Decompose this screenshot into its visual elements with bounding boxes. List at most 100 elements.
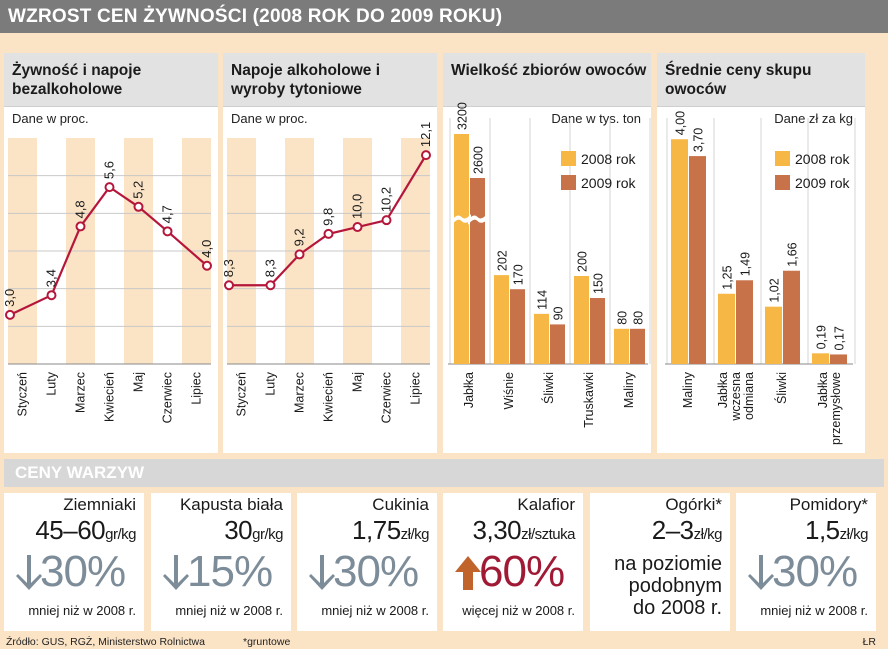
data-label: 90 [552, 306, 566, 320]
data-label: 10,2 [379, 187, 394, 212]
data-label: 4,7 [160, 205, 175, 223]
change-percent: 30% [40, 547, 126, 596]
tick-label: Czerwiec [161, 372, 175, 423]
legend-swatch [561, 151, 576, 166]
price-value: 30 [224, 515, 253, 545]
tick-label: Czerwiec [380, 372, 394, 423]
tick-label: Luty [264, 371, 278, 395]
price-value: 3,30 [472, 515, 522, 545]
data-label: 0,19 [815, 325, 829, 349]
data-label: 1,25 [721, 265, 735, 289]
panel-prices: Średnie ceny skupu owoców Dane zł za kg … [657, 53, 865, 453]
arrow-down-icon [748, 555, 774, 590]
tick-label: Jabłka [816, 372, 830, 408]
vegetable-card: Pomidory* 1,5zł/kg 30% mniej niż w 2008 r… [736, 493, 876, 631]
vegetable-card: Kapusta biała 30gr/kg 15% mniej niż w 200… [151, 493, 291, 631]
legend-label: 2008 rok [795, 151, 850, 167]
bar [736, 280, 753, 364]
panel-title-bar: Wielkość zbiorów owoców [443, 53, 651, 107]
data-label: 80 [616, 311, 630, 325]
panel-title-bar: Żywność i napoje bezalkoholowe [4, 53, 218, 107]
data-point [294, 249, 305, 260]
price-value: 1,75 [352, 515, 401, 545]
bar [454, 134, 469, 364]
vegetable-price: 1,75zł/kg [352, 515, 429, 546]
vegetable-card: Kalafior 3,30zł/sztuka 60% więcej niż w 2… [443, 493, 583, 631]
price-unit: zł/kg [839, 526, 869, 543]
data-point [162, 226, 173, 237]
tick-label: Maj [132, 372, 146, 392]
vegetable-name: Cukinia [372, 495, 429, 514]
bar [671, 139, 688, 364]
tick-label: wczesna [729, 372, 743, 422]
data-label: 8,3 [221, 259, 236, 277]
change-note: mniej niż w 2008 r. [760, 603, 868, 618]
change-line: podobnym [628, 575, 722, 597]
tick-label: Maj [351, 372, 365, 392]
bar [510, 289, 525, 364]
data-label: 3200 [456, 102, 470, 130]
legend-label: 2009 rok [795, 175, 850, 191]
change-percent: 30% [333, 547, 419, 596]
page-title: WZROST CEN ŻYWNOŚCI (2008 ROK DO 2009 RO… [8, 6, 503, 27]
vegetable-card: Ogórki* 2–3zł/kg na poziomie podobnym do… [590, 493, 730, 631]
tick-label: Wiśnie [502, 372, 516, 410]
bar [494, 275, 509, 364]
vegetable-price: 3,30zł/sztuka [472, 515, 576, 546]
tick-label: Truskawki [582, 372, 596, 428]
data-point [224, 280, 234, 291]
source-note: Źródło: GUS, RGŻ, Ministerstwo Rolnictwa [6, 636, 205, 648]
line-chart: 8,3 8,3 9,2 9,8 10,0 10,2 12,1 Styczeń Luty Marze… [221, 122, 433, 424]
price-value: 45–60 [35, 515, 106, 545]
change-note: mniej niż w 2008 r. [321, 603, 429, 618]
panel-harvest: Wielkość zbiorów owoców Dane w tys. ton … [443, 53, 651, 453]
data-point [352, 222, 363, 233]
data-label: 4,00 [674, 111, 688, 135]
price-unit: gr/kg [105, 526, 136, 543]
data-point [133, 201, 144, 212]
price-value: 2–3 [651, 515, 694, 545]
credit: ŁR [862, 636, 876, 648]
data-point [75, 221, 86, 232]
panel-title-bar: Napoje alkoholowe i wyroby tytoniowe [223, 53, 437, 107]
data-label: 5,6 [102, 161, 117, 179]
tick-label: Maliny [681, 371, 695, 408]
vegetable-name: Kapusta biała [179, 495, 283, 514]
panel-title: Średnie ceny skupu owoców [665, 62, 812, 98]
tick-label: przemysłowe [829, 372, 843, 445]
panel-alcohol: Napoje alkoholowe i wyroby tytoniowe Dan… [221, 53, 437, 453]
tick-label: Jabłka [462, 372, 476, 408]
tick-label: Marzec [293, 372, 307, 413]
unit-label: Dane zł za kg [774, 111, 853, 126]
vegetable-card: Ziemniaki 45–60gr/kg 30% mniej niż w 2008… [4, 493, 144, 631]
data-label: 9,8 [321, 208, 336, 226]
arrow-down-icon [16, 555, 42, 590]
bar [783, 270, 800, 364]
data-label: 10,0 [350, 194, 365, 219]
unit-label: Dane w proc. [231, 111, 308, 126]
line-chart: 3,0 3,4 4,8 5,6 5,2 4,7 4,0 Styczeń Luty Marzec Kw… [2, 138, 214, 423]
legend-swatch [561, 175, 576, 190]
data-label: 3,0 [2, 289, 17, 307]
tick-label: Lipiec [190, 372, 204, 405]
arrow-down-icon [309, 555, 335, 590]
vegetable-name: Pomidory* [789, 495, 868, 514]
axis-break [468, 214, 487, 225]
tick-label: Luty [45, 371, 59, 395]
vegetable-price: 1,5zł/kg [805, 515, 869, 546]
data-label: 2600 [472, 146, 486, 174]
bar [812, 353, 829, 364]
vegetables-section-title: CENY WARZYW [4, 459, 884, 487]
tick-label: Styczeń [16, 372, 30, 417]
data-point [323, 228, 334, 239]
tick-label: Maliny [622, 371, 636, 408]
tick-label: Lipiec [409, 372, 423, 405]
price-value: 1,5 [805, 515, 840, 545]
data-label: 80 [632, 311, 646, 325]
panel-title: Żywność i napoje bezalkoholowe [12, 62, 142, 98]
data-label: 202 [496, 250, 510, 271]
data-point [265, 280, 276, 291]
data-label: 1,66 [786, 242, 800, 266]
data-label: 9,2 [292, 228, 307, 246]
